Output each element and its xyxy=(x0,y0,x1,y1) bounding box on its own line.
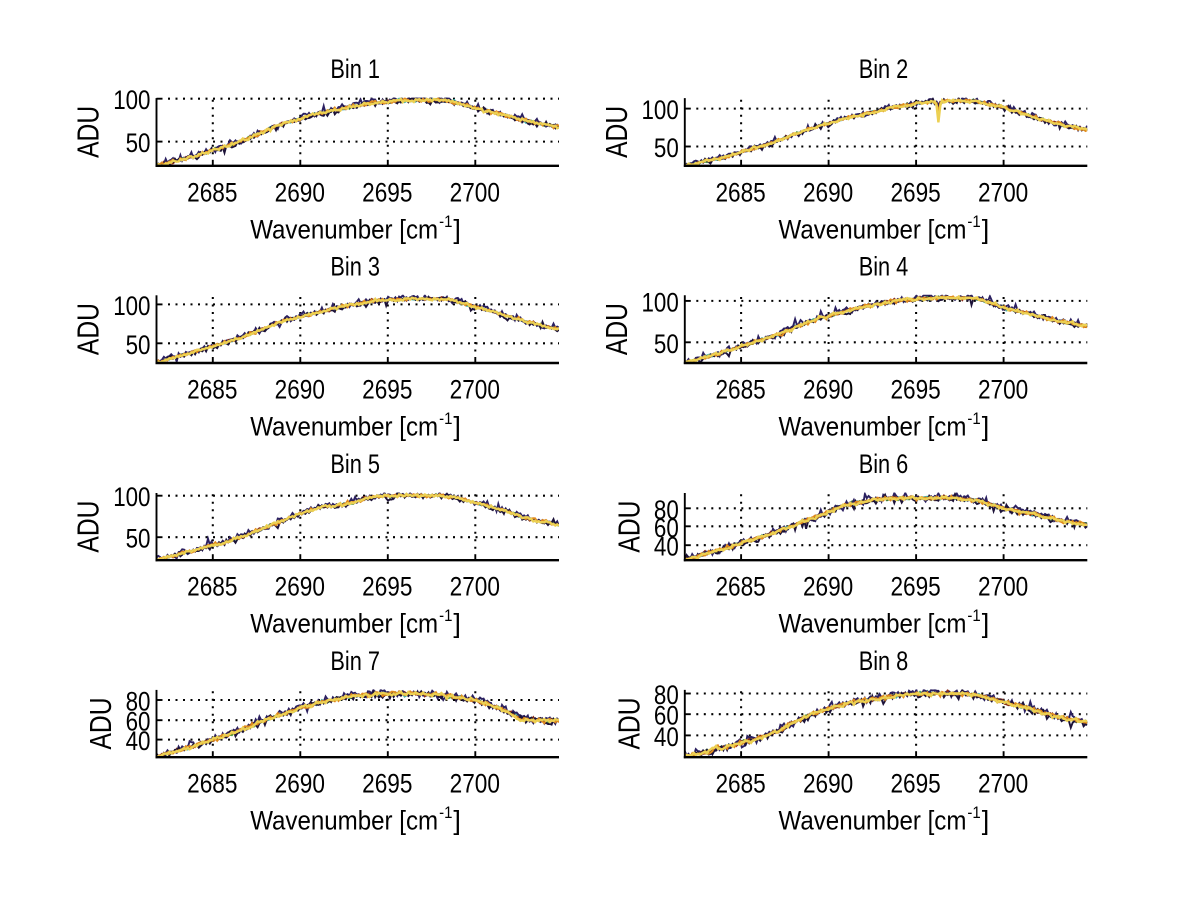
svg-text:2700: 2700 xyxy=(978,572,1028,602)
svg-text:2685: 2685 xyxy=(715,572,765,602)
svg-text:2690: 2690 xyxy=(275,572,325,602)
svg-text:2685: 2685 xyxy=(187,177,237,207)
svg-text:2700: 2700 xyxy=(978,177,1028,207)
svg-text:Wavenumber [cm: Wavenumber [cm xyxy=(779,214,967,244)
svg-text:80: 80 xyxy=(654,495,679,525)
svg-text:2690: 2690 xyxy=(803,375,853,405)
svg-text:60: 60 xyxy=(654,513,679,543)
svg-text:2690: 2690 xyxy=(803,572,853,602)
svg-text:ADU: ADU xyxy=(71,303,106,355)
svg-text:2700: 2700 xyxy=(450,572,500,602)
svg-text:80: 80 xyxy=(654,680,679,710)
svg-text:2690: 2690 xyxy=(803,177,853,207)
svg-text:2685: 2685 xyxy=(715,769,765,799)
svg-text:2685: 2685 xyxy=(715,177,765,207)
svg-text:-1: -1 xyxy=(967,212,980,231)
svg-text:40: 40 xyxy=(654,722,679,752)
svg-text:-1: -1 xyxy=(439,606,452,625)
svg-text:Wavenumber [cm: Wavenumber [cm xyxy=(779,806,967,836)
svg-text:Wavenumber [cm: Wavenumber [cm xyxy=(250,214,438,244)
svg-text:80: 80 xyxy=(126,687,151,717)
svg-text:2700: 2700 xyxy=(450,769,500,799)
svg-text:2695: 2695 xyxy=(890,375,940,405)
svg-text:2685: 2685 xyxy=(187,572,237,602)
svg-text:Bin 7: Bin 7 xyxy=(330,646,380,676)
svg-text:60: 60 xyxy=(654,701,679,731)
svg-text:100: 100 xyxy=(642,95,679,125)
svg-text:Wavenumber [cm: Wavenumber [cm xyxy=(779,609,967,639)
svg-text:ADU: ADU xyxy=(599,106,634,158)
svg-text:2695: 2695 xyxy=(362,375,412,405)
svg-text:Wavenumber [cm: Wavenumber [cm xyxy=(250,412,438,442)
svg-text:100: 100 xyxy=(113,482,150,512)
svg-text:Bin 5: Bin 5 xyxy=(330,449,380,479)
svg-text:2695: 2695 xyxy=(890,769,940,799)
svg-text:-1: -1 xyxy=(439,212,452,231)
svg-text:]: ] xyxy=(453,412,461,442)
svg-text:]: ] xyxy=(982,609,990,639)
svg-text:2700: 2700 xyxy=(450,177,500,207)
svg-text:2690: 2690 xyxy=(275,177,325,207)
svg-text:2695: 2695 xyxy=(890,572,940,602)
svg-text:-1: -1 xyxy=(967,803,980,822)
svg-text:Wavenumber [cm: Wavenumber [cm xyxy=(779,412,967,442)
svg-text:100: 100 xyxy=(113,85,150,115)
svg-text:40: 40 xyxy=(126,726,151,756)
svg-text:]: ] xyxy=(453,806,461,836)
svg-text:Bin 1: Bin 1 xyxy=(330,54,380,84)
svg-text:100: 100 xyxy=(113,291,150,321)
svg-text:2690: 2690 xyxy=(803,769,853,799)
svg-text:2695: 2695 xyxy=(362,572,412,602)
svg-text:50: 50 xyxy=(126,128,151,158)
svg-text:2685: 2685 xyxy=(187,769,237,799)
svg-text:-1: -1 xyxy=(439,803,452,822)
svg-text:]: ] xyxy=(982,412,990,442)
svg-text:2695: 2695 xyxy=(362,769,412,799)
svg-text:100: 100 xyxy=(642,287,679,317)
svg-text:2690: 2690 xyxy=(275,375,325,405)
svg-text:50: 50 xyxy=(126,524,151,554)
svg-text:Bin 8: Bin 8 xyxy=(859,646,909,676)
svg-text:2695: 2695 xyxy=(890,177,940,207)
svg-text:]: ] xyxy=(982,806,990,836)
svg-text:-1: -1 xyxy=(439,409,452,428)
svg-text:Bin 2: Bin 2 xyxy=(859,54,909,84)
svg-text:50: 50 xyxy=(654,329,679,359)
svg-text:60: 60 xyxy=(126,707,151,737)
svg-text:40: 40 xyxy=(654,532,679,562)
svg-text:ADU: ADU xyxy=(71,501,106,553)
svg-text:Wavenumber [cm: Wavenumber [cm xyxy=(250,609,438,639)
svg-text:]: ] xyxy=(453,609,461,639)
svg-text:-1: -1 xyxy=(967,606,980,625)
svg-text:2695: 2695 xyxy=(362,177,412,207)
svg-text:ADU: ADU xyxy=(71,106,106,158)
svg-text:]: ] xyxy=(453,214,461,244)
svg-text:Bin 6: Bin 6 xyxy=(859,449,909,479)
svg-text:50: 50 xyxy=(654,133,679,163)
svg-text:2685: 2685 xyxy=(715,375,765,405)
svg-text:2700: 2700 xyxy=(978,375,1028,405)
svg-text:]: ] xyxy=(982,214,990,244)
svg-text:-1: -1 xyxy=(967,409,980,428)
svg-text:2700: 2700 xyxy=(978,769,1028,799)
svg-text:ADU: ADU xyxy=(83,698,118,750)
svg-text:2690: 2690 xyxy=(275,769,325,799)
svg-text:2700: 2700 xyxy=(450,375,500,405)
svg-text:ADU: ADU xyxy=(611,698,646,750)
svg-text:50: 50 xyxy=(126,330,151,360)
svg-text:2685: 2685 xyxy=(187,375,237,405)
svg-text:Bin 3: Bin 3 xyxy=(330,251,380,281)
svg-text:ADU: ADU xyxy=(599,303,634,355)
svg-text:Wavenumber [cm: Wavenumber [cm xyxy=(250,806,438,836)
svg-text:ADU: ADU xyxy=(611,501,646,553)
svg-text:Bin 4: Bin 4 xyxy=(859,251,909,281)
